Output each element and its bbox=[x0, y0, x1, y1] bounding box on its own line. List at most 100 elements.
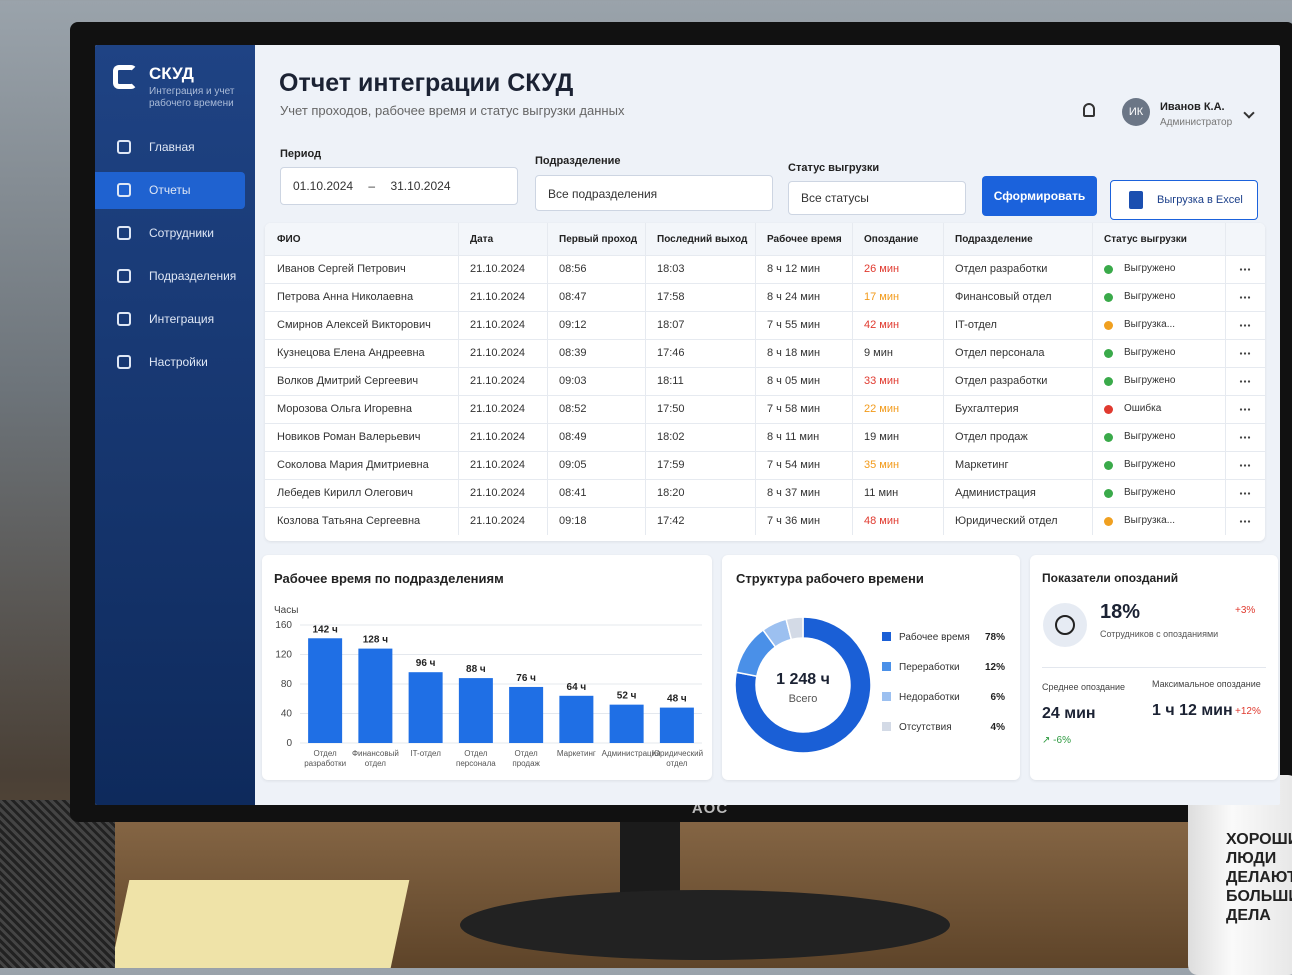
table-cell: Отдел разработки bbox=[955, 263, 1048, 275]
row-menu[interactable] bbox=[1239, 268, 1251, 271]
status-cell: Ошибка bbox=[1124, 403, 1162, 414]
table-cell: 18:11 bbox=[657, 375, 684, 387]
donut-segment bbox=[785, 616, 804, 641]
row-divider bbox=[265, 367, 1265, 368]
legend-label: Отсутствия bbox=[899, 722, 952, 733]
mug-text: БОЛЬШИЕ bbox=[1226, 888, 1292, 905]
row-menu[interactable] bbox=[1239, 464, 1251, 467]
table-cell: 9 мин bbox=[864, 347, 893, 359]
table-cell: Отдел персонала bbox=[955, 347, 1045, 359]
table-cell: 7 ч 36 мин bbox=[767, 515, 821, 527]
value-label: 76 ч bbox=[516, 673, 536, 684]
legend-value: 6% bbox=[991, 692, 1006, 703]
status-cell: Выгружено bbox=[1124, 487, 1176, 498]
mug-text: ДЕЛАЮТ bbox=[1226, 869, 1292, 886]
y-tick-label: 80 bbox=[281, 679, 293, 690]
table-cell: 18:20 bbox=[657, 487, 685, 499]
date-from: 01.10.2024 bbox=[293, 179, 354, 193]
mug-text: ХОРОШИЕ bbox=[1226, 831, 1292, 848]
avatar[interactable]: ИК bbox=[1122, 98, 1150, 126]
late-share-label: Сотрудников с опозданиями bbox=[1100, 629, 1219, 639]
column-divider bbox=[1092, 223, 1093, 535]
table-cell: Смирнов Алексей Викторович bbox=[277, 319, 431, 331]
bar bbox=[358, 648, 393, 743]
department-select[interactable]: Все подразделения bbox=[535, 175, 773, 211]
table-cell: 08:39 bbox=[559, 347, 587, 359]
legend-value: 4% bbox=[991, 722, 1006, 733]
menu-icon bbox=[117, 226, 131, 240]
column-divider bbox=[943, 223, 944, 535]
status-dot bbox=[1104, 377, 1113, 386]
column-header: ФИО bbox=[277, 234, 301, 245]
menu-item[interactable]: Отчеты bbox=[95, 172, 245, 209]
row-menu[interactable] bbox=[1239, 492, 1251, 495]
status-cell: Выгрузка... bbox=[1124, 319, 1176, 330]
table-cell: 21.10.2024 bbox=[470, 515, 526, 527]
status-cell: Выгружено bbox=[1124, 431, 1176, 442]
row-menu[interactable] bbox=[1239, 436, 1251, 439]
table-cell: 09:12 bbox=[559, 319, 587, 331]
table-cell: 8 ч 05 мин bbox=[767, 375, 821, 387]
row-menu[interactable] bbox=[1239, 352, 1251, 355]
row-menu[interactable] bbox=[1239, 408, 1251, 411]
table-cell: 19 мин bbox=[864, 431, 900, 443]
menu-label: Отчеты bbox=[149, 183, 191, 197]
menu-label: Настройки bbox=[149, 355, 208, 369]
menu-item[interactable]: Главная bbox=[95, 129, 245, 166]
table-cell: 17 мин bbox=[864, 291, 900, 303]
user-menu-arrow[interactable] bbox=[1243, 107, 1255, 119]
donut-chart: Рабочее время 78% Переработки 12% Недоработк… bbox=[734, 616, 1006, 754]
row-menu[interactable] bbox=[1239, 380, 1251, 383]
value-label: 52 ч bbox=[617, 691, 637, 702]
table-cell: 21.10.2024 bbox=[470, 487, 526, 499]
menu-item[interactable]: Настройки bbox=[95, 344, 245, 381]
bell-icon[interactable] bbox=[1083, 103, 1095, 117]
status-dot bbox=[1104, 433, 1113, 442]
x-tick-label: Отдел продаж bbox=[512, 749, 540, 768]
status-dot bbox=[1104, 405, 1113, 414]
column-header: Опоздание bbox=[864, 234, 919, 245]
table-cell: Волков Дмитрий Сергеевич bbox=[277, 375, 419, 387]
y-tick-label: 120 bbox=[275, 650, 292, 661]
row-menu[interactable] bbox=[1239, 296, 1251, 299]
table-cell: 17:59 bbox=[657, 459, 685, 471]
monitor-stand bbox=[620, 820, 680, 900]
y-tick-label: 160 bbox=[275, 620, 292, 631]
table-cell: 18:03 bbox=[657, 263, 685, 275]
donut-center-label: Всего bbox=[789, 693, 818, 705]
table-cell: 7 ч 58 мин bbox=[767, 403, 821, 415]
table-cell: 21.10.2024 bbox=[470, 347, 526, 359]
divider bbox=[1042, 667, 1266, 668]
table-cell: 09:03 bbox=[559, 375, 587, 387]
status-dot bbox=[1104, 461, 1113, 470]
menu-item[interactable]: Сотрудники bbox=[95, 215, 245, 252]
status-cell: Выгружено bbox=[1124, 291, 1176, 302]
value-label: 88 ч bbox=[466, 664, 486, 675]
menu-item[interactable]: Интеграция bbox=[95, 301, 245, 338]
export-button[interactable]: Выгрузка в Excel bbox=[1110, 180, 1258, 220]
column-divider bbox=[547, 223, 548, 535]
status-cell: Выгружено bbox=[1124, 375, 1176, 386]
sidebar: СКУД Интеграция и учет рабочего времени … bbox=[95, 45, 255, 805]
legend-label: Переработки bbox=[899, 661, 960, 673]
table-header-bg bbox=[265, 223, 1265, 255]
column-header: Дата bbox=[470, 234, 494, 245]
bar-chart-card: Рабочее время по подразделениям Часы 0 40 80… bbox=[262, 555, 712, 780]
department-label: Подразделение bbox=[535, 155, 621, 167]
table-cell: 21.10.2024 bbox=[470, 263, 526, 275]
table-cell: 09:05 bbox=[559, 459, 587, 471]
bar bbox=[458, 678, 493, 743]
status-select[interactable]: Все статусы bbox=[788, 181, 966, 215]
menu-item[interactable]: Подразделения bbox=[95, 258, 245, 295]
avg-label: Среднее опоздание bbox=[1042, 682, 1126, 692]
table-cell: Администрация bbox=[955, 487, 1036, 499]
mug-text: ДЕЛА bbox=[1226, 907, 1271, 924]
status-cell: Выгрузка... bbox=[1124, 515, 1176, 526]
x-tick-label: Маркетинг bbox=[556, 749, 596, 758]
bar bbox=[559, 695, 594, 743]
submit-button[interactable]: Сформировать bbox=[982, 176, 1097, 216]
period-input[interactable]: 01.10.2024 – 31.10.2024 bbox=[280, 167, 518, 205]
stats-card: Показатели опозданий 18% +3% Сотрудников… bbox=[1030, 555, 1278, 780]
row-menu[interactable] bbox=[1239, 520, 1251, 523]
row-menu[interactable] bbox=[1239, 324, 1251, 327]
